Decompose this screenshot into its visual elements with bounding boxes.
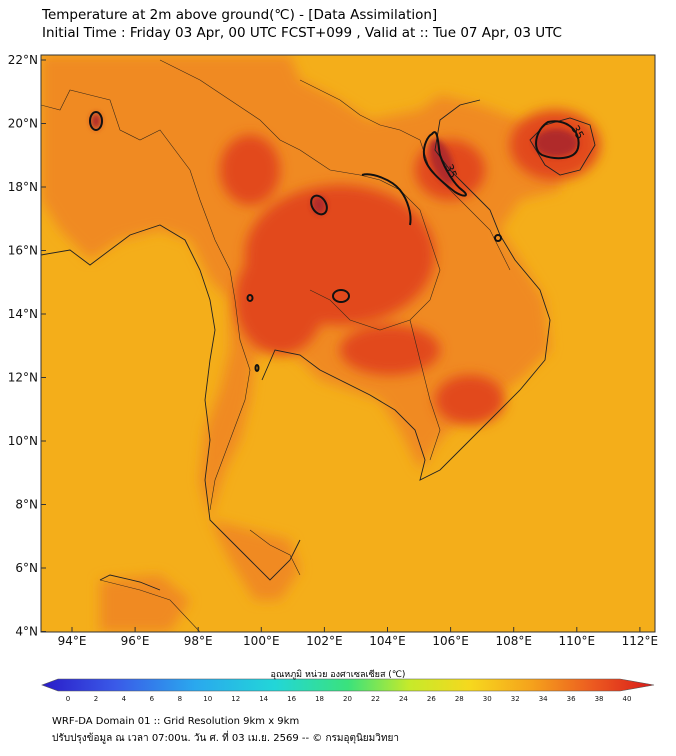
- colorbar: 0 2 4 6 8 10 12 14 16 18 20 22 24 26 28 30 32 34 36 38 40: [41, 678, 655, 703]
- colorbar-tick-label: 38: [595, 695, 604, 703]
- lon-label: 96°E: [121, 634, 150, 648]
- lat-label: 4°N: [15, 625, 38, 639]
- lon-label: 100°E: [243, 634, 280, 648]
- lat-label: 6°N: [15, 561, 38, 575]
- colorbar-tick-label: 22: [371, 695, 380, 703]
- lat-label: 18°N: [8, 180, 38, 194]
- isotherm-35-contours: [89, 111, 580, 372]
- footer-credit: ปรับปรุงข้อมูล ณ เวลา 07:00น. วัน ศ. ที่…: [52, 733, 399, 744]
- colorbar-tick-label: 24: [399, 695, 408, 703]
- temperature-field: 35 35: [41, 55, 655, 632]
- colorbar-tick-label: 30: [483, 695, 492, 703]
- colorbar-tick-label: 26: [427, 695, 436, 703]
- lat-label: 12°N: [8, 371, 38, 385]
- colorbar-tick-label: 8: [178, 695, 182, 703]
- lon-label: 94°E: [58, 634, 87, 648]
- map-frame: [40, 54, 656, 633]
- colorbar-ticks: 0 2 4 6 8 10 12 14 16 18 20 22 24 26 28 30 32 34 36 38 40: [66, 695, 632, 703]
- lat-label: 22°N: [8, 53, 38, 67]
- colorbar-tick-label: 12: [231, 695, 240, 703]
- lat-label: 8°N: [15, 498, 38, 512]
- lon-label: 110°E: [559, 634, 596, 648]
- lat-label: 20°N: [8, 117, 38, 131]
- coastlines: [41, 99, 596, 591]
- chart-title: Temperature at 2m above ground(℃) - [Dat…: [42, 7, 438, 23]
- contour-label-1: 35: [442, 162, 459, 180]
- colorbar-tick-label: 36: [567, 695, 576, 703]
- lon-label: 106°E: [432, 634, 469, 648]
- chart-subtitle: Initial Time : Friday 03 Apr, 00 UTC FCS…: [42, 25, 562, 41]
- colorbar-tick-label: 20: [343, 695, 352, 703]
- colorbar-tick-label: 18: [315, 695, 324, 703]
- lon-label: 104°E: [369, 634, 406, 648]
- colorbar-tick-label: 40: [623, 695, 632, 703]
- contour-label-2: 35: [568, 123, 586, 142]
- lat-label: 10°N: [8, 434, 38, 448]
- colorbar-tick-label: 2: [94, 695, 98, 703]
- lon-label: 108°E: [495, 634, 532, 648]
- colorbar-tick-label: 10: [203, 695, 212, 703]
- lon-label: 102°E: [306, 634, 343, 648]
- country-borders: [41, 59, 511, 632]
- colorbar-tick-label: 0: [66, 695, 70, 703]
- lat-label: 14°N: [8, 307, 38, 321]
- colorbar-tick-label: 16: [287, 695, 296, 703]
- footer-model-info: WRF-DA Domain 01 :: Grid Resolution 9km …: [52, 716, 300, 727]
- axis-ticks: [41, 59, 641, 632]
- lat-label: 16°N: [8, 244, 38, 258]
- colorbar-tick-label: 14: [259, 695, 268, 703]
- colorbar-gradient: [41, 678, 655, 692]
- colorbar-tick-label: 4: [122, 695, 127, 703]
- lon-label: 98°E: [184, 634, 213, 648]
- colorbar-tick-label: 32: [511, 695, 520, 703]
- colorbar-tick-label: 6: [150, 695, 155, 703]
- colorbar-label: อุณหภูมิ หน่วย องศาเซลเซียส (℃): [270, 670, 406, 680]
- colorbar-tick-label: 34: [539, 695, 548, 703]
- axis-labels: 22°N 20°N 18°N 16°N 14°N 12°N 10°N 8°N 6°N 4°N 94°…: [8, 53, 658, 648]
- lon-label: 112°E: [622, 634, 659, 648]
- colorbar-tick-label: 28: [455, 695, 464, 703]
